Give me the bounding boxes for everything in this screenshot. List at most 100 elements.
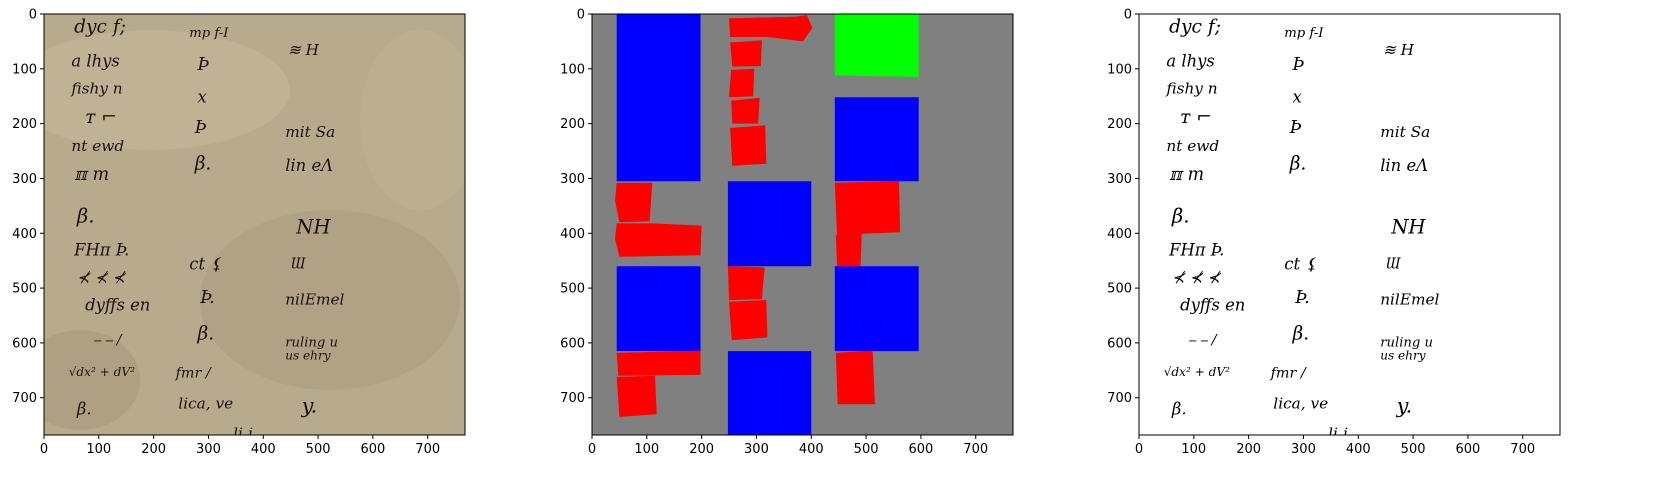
y-tick-label: 700 bbox=[560, 391, 585, 406]
y-tick-label: 200 bbox=[1107, 117, 1132, 132]
y-tick-label: 500 bbox=[560, 282, 585, 297]
handwriting-7: FHπ Þ. bbox=[1168, 241, 1224, 260]
x-tick-label: 0 bbox=[1135, 442, 1143, 457]
handwriting-16: Þ bbox=[194, 118, 207, 138]
region-red-17 bbox=[616, 375, 657, 417]
x-tick-label: 100 bbox=[634, 442, 659, 457]
handwriting-19: Þ. bbox=[199, 288, 215, 308]
handwriting-30: ruling u bbox=[285, 336, 338, 351]
region-red-14 bbox=[727, 266, 765, 301]
handwriting-14: Þ bbox=[197, 55, 210, 75]
handwriting-2: fishy n bbox=[1165, 79, 1217, 97]
region-blue-5 bbox=[834, 266, 919, 352]
handwriting-31: us ehry bbox=[1380, 349, 1426, 363]
handwriting-11: √dx² + dV² bbox=[69, 365, 135, 379]
handwriting-9: dyffs en bbox=[85, 296, 150, 315]
x-tick-label: 300 bbox=[196, 442, 221, 457]
handwriting-27: NH bbox=[1390, 215, 1426, 238]
handwriting-23: li j bbox=[1328, 425, 1348, 443]
handwriting-9: dyffs en bbox=[1180, 296, 1245, 315]
handwriting-4: nt ewd bbox=[71, 137, 124, 155]
handwriting-19: Þ. bbox=[1294, 288, 1310, 308]
handwriting-12: β. bbox=[1171, 400, 1187, 419]
y-tick-label: 300 bbox=[12, 172, 37, 187]
region-blue-2 bbox=[727, 181, 812, 267]
x-tick-label: 500 bbox=[1401, 442, 1426, 457]
y-tick-label: 100 bbox=[1107, 62, 1132, 77]
x-tick-label: 700 bbox=[415, 442, 440, 457]
region-red-10 bbox=[731, 97, 760, 124]
x-tick-label: 200 bbox=[689, 442, 714, 457]
handwriting-24: ≋ H bbox=[288, 41, 320, 59]
handwriting-21: fmr / bbox=[1270, 366, 1307, 382]
region-blue-4 bbox=[834, 97, 919, 182]
y-tick-label: 100 bbox=[12, 62, 37, 77]
y-tick-label: 600 bbox=[12, 336, 37, 351]
handwriting-3: ᴛ ⌐ bbox=[85, 107, 117, 128]
y-tick-label: 600 bbox=[560, 336, 585, 351]
handwriting-32: y. bbox=[1396, 393, 1413, 417]
x-tick-label: 700 bbox=[963, 442, 988, 457]
x-tick-label: 0 bbox=[588, 442, 596, 457]
handwriting-32: y. bbox=[301, 393, 318, 417]
y-tick-label: 0 bbox=[29, 8, 37, 23]
x-tick-label: 500 bbox=[306, 442, 331, 457]
handwriting-18: ct ⚸ bbox=[189, 255, 222, 274]
handwriting-0: dyc f; bbox=[74, 17, 126, 38]
handwriting-20: β. bbox=[197, 324, 215, 345]
handwriting-23: li j bbox=[233, 425, 253, 443]
region-blue-3 bbox=[727, 351, 812, 435]
y-tick-label: 400 bbox=[560, 227, 585, 242]
handwriting-16: Þ bbox=[1289, 118, 1302, 138]
handwriting-15: x bbox=[198, 87, 207, 106]
handwriting-24: ≋ H bbox=[1383, 41, 1415, 59]
region-red-18 bbox=[834, 181, 901, 235]
y-tick-label: 100 bbox=[560, 62, 585, 77]
axes-frame bbox=[591, 13, 1014, 436]
y-tick-label: 200 bbox=[560, 117, 585, 132]
x-tick-label: 600 bbox=[908, 442, 933, 457]
handwriting-5: ℼ m bbox=[1169, 165, 1204, 185]
x-tick-label: 600 bbox=[360, 442, 385, 457]
x-tick-label: 300 bbox=[1291, 442, 1316, 457]
x-tick-label: 400 bbox=[1346, 442, 1371, 457]
handwriting-14: Þ bbox=[1292, 55, 1305, 75]
handwriting-25: mit Sa bbox=[285, 123, 335, 141]
panel-segmentation: 0 100 200 300 400 500 600 700 0 100 200 300 400 500 60… bbox=[560, 8, 1014, 457]
y-tick-label: 700 bbox=[12, 391, 37, 406]
handwriting-17: β. bbox=[1289, 154, 1307, 175]
y-tick-label: 700 bbox=[1107, 391, 1132, 406]
y-tick-label: 0 bbox=[1124, 8, 1132, 23]
x-tick-label: 700 bbox=[1510, 442, 1535, 457]
handwriting-8: ⊀ ⊀ ⊀ bbox=[1172, 268, 1221, 286]
handwriting-17: β. bbox=[194, 154, 212, 175]
y-tick-label: 500 bbox=[1107, 282, 1132, 297]
segmentation-axes: 0 100 200 300 400 500 600 700 0 100 200 300 400 500 60… bbox=[560, 8, 1014, 457]
binarized-background bbox=[1139, 14, 1560, 435]
region-red-20 bbox=[835, 350, 875, 405]
handwriting-6: β. bbox=[76, 204, 95, 227]
handwriting-15: x bbox=[1293, 87, 1302, 106]
region-red-9 bbox=[729, 68, 755, 98]
x-tick-label: 200 bbox=[141, 442, 166, 457]
region-red-11 bbox=[730, 125, 767, 166]
y-tick-label: 400 bbox=[1107, 227, 1132, 242]
handwriting-10: ⎯ ⎯ / bbox=[1188, 333, 1217, 349]
y-tick-label: 300 bbox=[1107, 172, 1132, 187]
handwriting-26: lin eΛ bbox=[285, 156, 333, 175]
handwriting-1: a lhys bbox=[1166, 52, 1214, 71]
y-tick-label: 400 bbox=[12, 227, 37, 242]
handwriting-7: FHπ Þ. bbox=[73, 241, 129, 260]
x-tick-label: 100 bbox=[1181, 442, 1206, 457]
handwriting-0: dyc f; bbox=[1169, 17, 1221, 38]
handwriting-12: β. bbox=[76, 400, 92, 419]
handwriting-11: √dx² + dV² bbox=[1164, 365, 1230, 379]
region-red-7 bbox=[729, 15, 813, 42]
y-tick-label: 300 bbox=[560, 172, 585, 187]
handwriting-29: nilEmel bbox=[1380, 290, 1439, 308]
handwriting-21: fmr / bbox=[175, 366, 212, 382]
handwriting-25: mit Sa bbox=[1380, 123, 1430, 141]
panel-original: dyc f; a lhys fishy n ᴛ ⌐ nt ewd ℼ m β. FHπ Þ. ⊀… bbox=[12, 8, 466, 457]
axes-frame bbox=[1138, 13, 1561, 436]
